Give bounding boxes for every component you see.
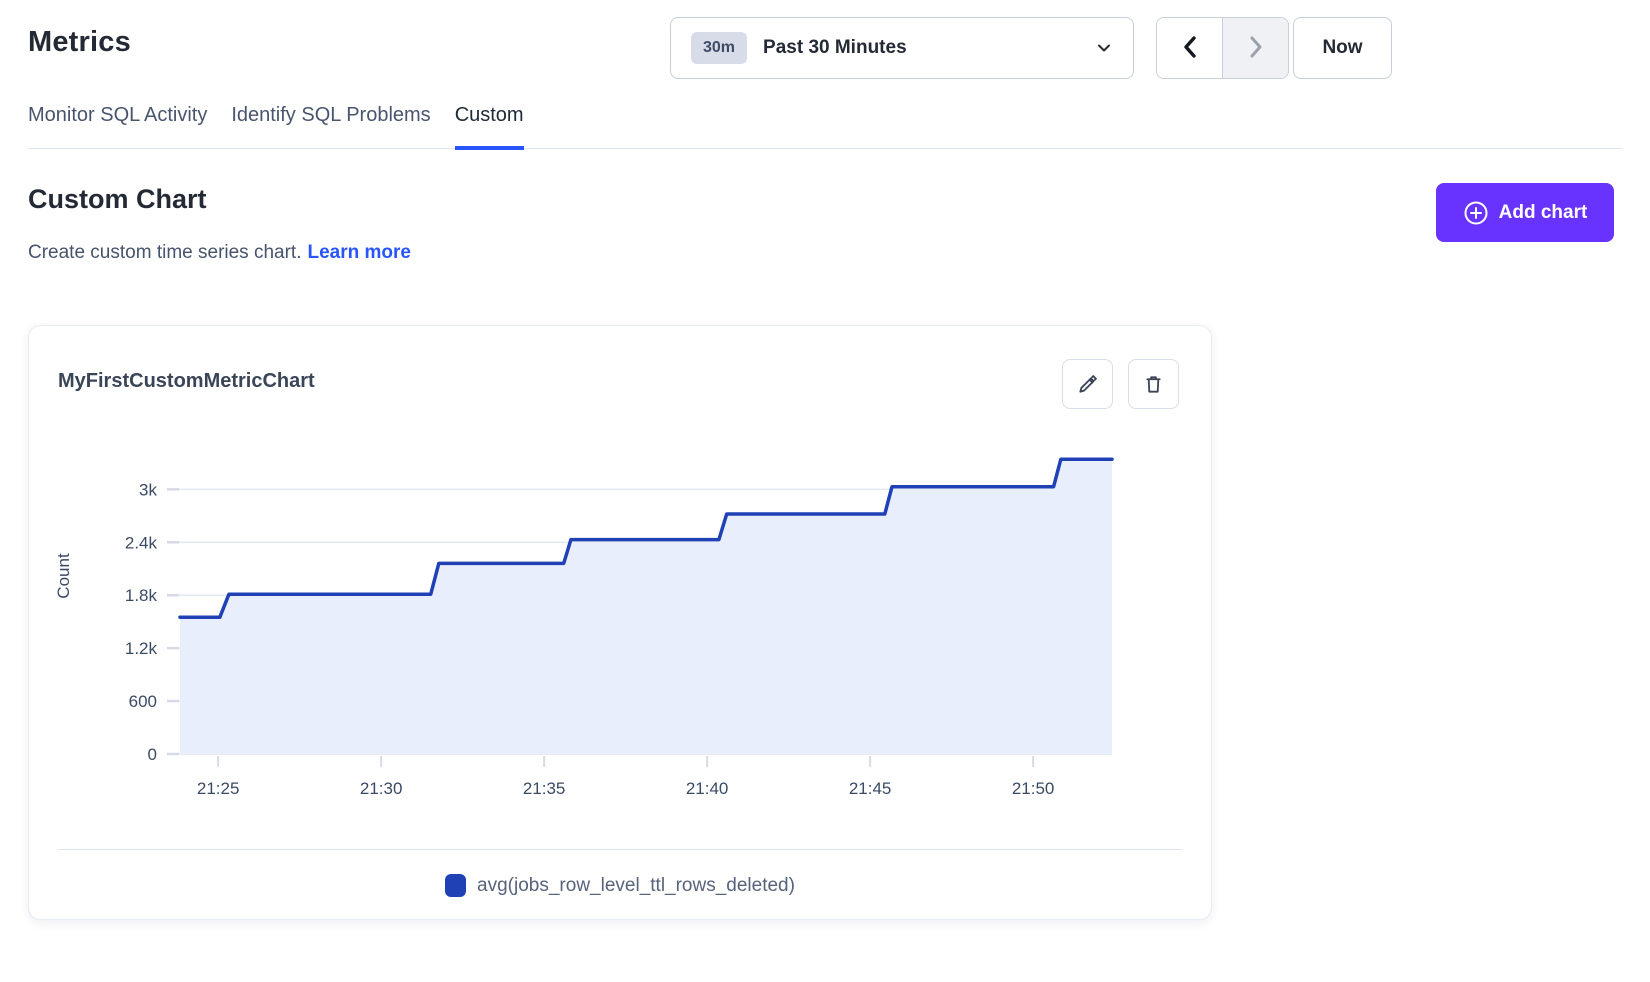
tab-monitor-sql-activity[interactable]: Monitor SQL Activity [28, 104, 208, 126]
svg-text:Count: Count [54, 553, 73, 599]
legend-divider [58, 849, 1182, 850]
svg-text:21:25: 21:25 [197, 779, 240, 798]
svg-text:600: 600 [129, 692, 157, 711]
time-range-badge: 30m [691, 32, 748, 64]
chart-title: MyFirstCustomMetricChart [58, 370, 315, 392]
page-title: Metrics [28, 26, 131, 58]
svg-text:21:30: 21:30 [360, 779, 403, 798]
time-range-label: Past 30 Minutes [763, 37, 907, 58]
legend-item[interactable]: avg(jobs_row_level_ttl_rows_deleted) [29, 874, 1211, 897]
svg-text:3k: 3k [139, 480, 157, 499]
svg-text:21:45: 21:45 [849, 779, 892, 798]
delete-chart-button[interactable] [1128, 359, 1179, 409]
previous-time-button[interactable] [1157, 18, 1222, 78]
trash-icon [1142, 373, 1165, 396]
time-nav-group [1156, 17, 1289, 79]
svg-text:1.2k: 1.2k [125, 639, 158, 658]
tab-identify-sql-problems[interactable]: Identify SQL Problems [231, 104, 431, 126]
time-series-chart[interactable]: 0 600 1.2k 1.8k 2.4k 3k 21:25 21:30 21:35 21:40 21… [29, 326, 1213, 921]
svg-text:21:35: 21:35 [523, 779, 566, 798]
svg-text:0: 0 [148, 745, 157, 764]
chevron-down-icon [1095, 39, 1113, 57]
svg-text:21:50: 21:50 [1012, 779, 1055, 798]
series-color-swatch [445, 874, 467, 897]
add-chart-label: Add chart [1498, 201, 1588, 223]
series-name: avg(jobs_row_level_ttl_rows_deleted) [477, 874, 795, 896]
custom-chart-card: 0 600 1.2k 1.8k 2.4k 3k 21:25 21:30 21:35 21:40 21… [28, 325, 1212, 920]
description-text: Create custom time series chart. [28, 242, 302, 263]
chevron-right-icon [1245, 34, 1267, 63]
svg-text:21:40: 21:40 [686, 779, 729, 798]
section-description: Create custom time series chart. Learn mo… [28, 242, 411, 264]
section-heading: Custom Chart [28, 184, 207, 214]
learn-more-link[interactable]: Learn more [307, 242, 411, 263]
svg-text:2.4k: 2.4k [125, 533, 158, 552]
plus-circle-icon [1463, 200, 1489, 226]
edit-chart-button[interactable] [1062, 359, 1113, 409]
next-time-button[interactable] [1222, 18, 1288, 78]
add-chart-button[interactable]: Add chart [1436, 183, 1614, 242]
now-button[interactable]: Now [1293, 17, 1392, 79]
chevron-left-icon [1179, 34, 1201, 63]
svg-text:1.8k: 1.8k [125, 586, 158, 605]
time-range-dropdown[interactable]: 30m Past 30 Minutes [670, 17, 1134, 79]
tab-custom[interactable]: Custom [454, 98, 524, 150]
metrics-tabs: Monitor SQL Activity Identify SQL Proble… [28, 98, 1622, 150]
pencil-icon [1076, 373, 1099, 396]
